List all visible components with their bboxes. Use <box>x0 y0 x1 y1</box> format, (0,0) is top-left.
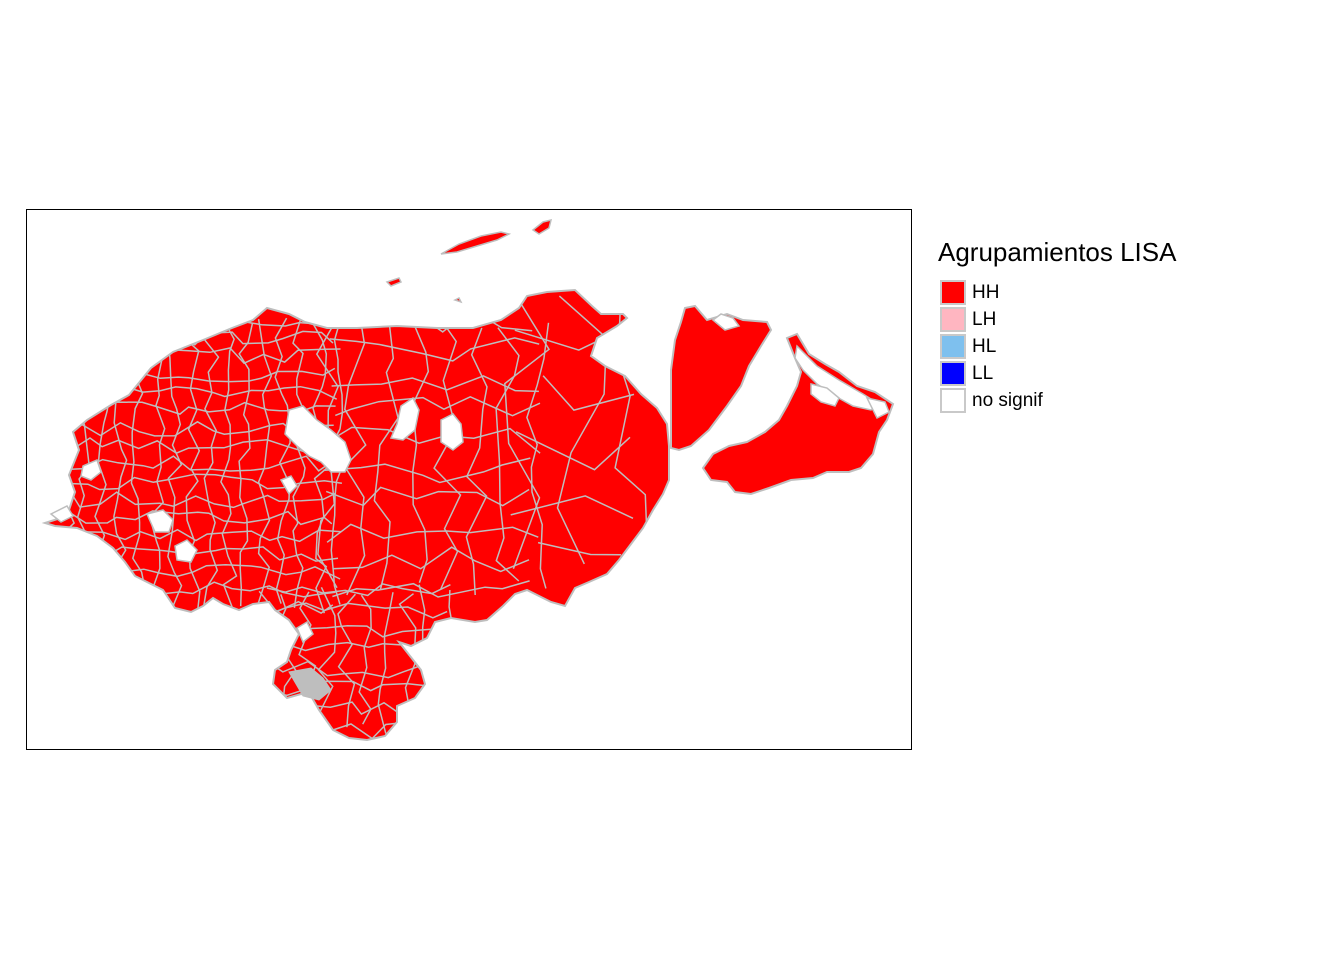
hole-west-4 <box>49 505 75 523</box>
lake-yojoa-hole <box>284 405 352 473</box>
municipality-border-h <box>329 337 540 362</box>
municipality-border-v <box>526 322 550 589</box>
municipality-border-v <box>202 320 220 607</box>
legend-item-hl: HL <box>938 333 1176 360</box>
municipality-border-h <box>542 375 635 411</box>
legend-swatch-hh <box>940 280 966 305</box>
municipality-border-h <box>321 426 541 454</box>
municipality-border-h <box>66 437 334 454</box>
municipality-border-v <box>465 327 488 596</box>
municipality-border-v <box>256 318 273 608</box>
legend-label-hl: HL <box>972 335 997 357</box>
municipality-border-v <box>238 322 254 607</box>
legend-swatch-ll <box>940 361 966 386</box>
island-guanaja <box>531 218 553 235</box>
legend-label-hh: HH <box>972 281 1000 303</box>
hole-east <box>440 413 464 451</box>
municipality-border-v <box>373 317 399 590</box>
municipality-border-h <box>267 660 444 679</box>
municipality-border-h <box>326 523 539 543</box>
hole-west-1 <box>80 458 102 481</box>
island-roatan <box>440 231 512 255</box>
map-frame <box>26 209 912 750</box>
legend-label-lh: LH <box>972 308 997 330</box>
legend-item-ll: LL <box>938 360 1176 387</box>
municipality-border-v <box>377 592 394 734</box>
gulf-inlet <box>288 667 332 701</box>
municipality-border-h <box>510 495 634 519</box>
municipality-border-h <box>332 546 530 573</box>
municipality-border-h <box>537 541 622 556</box>
municipality-border-v <box>220 324 238 614</box>
legend-item-no-signif: no signif <box>938 387 1176 414</box>
legend-swatch-no-signif <box>940 388 966 413</box>
municipality-border-v <box>317 586 337 726</box>
legend-label-no-signif: no signif <box>972 389 1043 411</box>
municipality-border-v <box>556 295 608 565</box>
municipality-border-v <box>292 316 308 609</box>
hole-west-2 <box>145 509 174 533</box>
municipality-border-v <box>257 590 275 728</box>
municipality-border-v <box>408 312 430 583</box>
municipality-border-h <box>323 457 531 484</box>
municipality-border-v <box>495 327 520 582</box>
legend-items: HH LH HL LL no signif <box>938 279 1176 414</box>
hole-central-north <box>389 396 420 441</box>
legend-title: Agrupamientos LISA <box>938 237 1177 267</box>
municipality-border-h <box>332 580 530 598</box>
legend-swatch-lh <box>940 307 966 332</box>
municipality-border-h <box>70 455 340 472</box>
municipality-border-h <box>335 395 541 417</box>
municipality-border-h <box>272 602 448 619</box>
island-small <box>453 296 463 304</box>
municipality-border-h <box>266 583 451 597</box>
hole-center-1 <box>279 475 298 496</box>
legend-item-hh: HH <box>938 279 1176 306</box>
municipality-border-v <box>358 594 372 725</box>
municipality-border-h <box>70 528 342 543</box>
legend-swatch-hl <box>940 334 966 359</box>
legend: Agrupamientos LISA HH LH HL LL no signif <box>938 236 1176 414</box>
municipality-border-h <box>270 680 447 697</box>
municipality-border-h <box>325 486 530 507</box>
hole-west-3 <box>174 539 198 563</box>
municipality-border-h <box>515 431 631 471</box>
municipality-border-v <box>148 318 166 603</box>
legend-item-lh: LH <box>938 306 1176 333</box>
lisa-cluster-map <box>44 218 895 741</box>
municipality-border-h <box>65 509 333 526</box>
legend-label-ll: LL <box>972 362 994 384</box>
municipality-border-h <box>331 375 539 393</box>
municipality-border-v <box>166 319 183 606</box>
municipality-border-v <box>274 317 292 604</box>
municipality-border-h <box>70 491 336 509</box>
holes <box>49 396 464 644</box>
hole-south-1 <box>296 620 314 644</box>
eastern-region-right <box>701 332 895 496</box>
island-utila <box>385 277 403 287</box>
bay-islands <box>385 218 553 304</box>
eastern-region-left <box>670 304 773 452</box>
municipality-border-v <box>343 325 367 596</box>
municipality-border-v <box>433 311 462 590</box>
